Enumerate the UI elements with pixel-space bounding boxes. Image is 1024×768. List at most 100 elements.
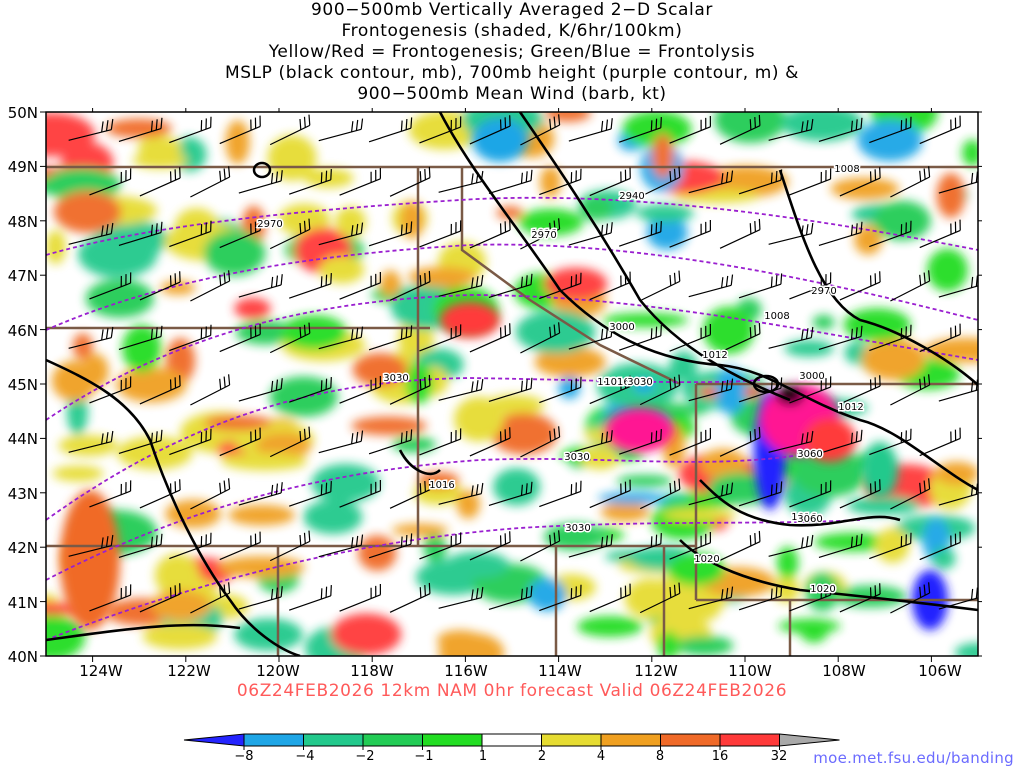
colorbar-arrow-high [779,733,840,747]
shading-patch [256,432,312,460]
wind-barb [68,534,114,557]
wind-barb [68,326,114,349]
wind-barb [619,429,662,455]
shading-patch [358,535,397,571]
wind-barb [688,274,734,298]
wind-barb [89,584,132,612]
wind-barb [839,167,881,197]
isobar [679,539,978,612]
wind-barb [738,585,783,611]
shading-patch [932,547,956,570]
shading-patch [581,445,620,470]
wind-barb [669,219,711,248]
wind-barb [238,482,283,506]
wind-barb [688,170,734,194]
title-line: Yellow/Red = Frontogenesis; Green/Blue =… [268,42,756,62]
height-label: 3030 [627,377,652,388]
wind-barb [639,478,681,510]
wind-barb [839,479,881,509]
wind-barb [719,114,761,145]
shading-patch [601,312,689,328]
shading-patch [222,452,308,471]
wind-barb [768,118,814,141]
wind-barb [469,115,511,145]
wind-barb [619,221,662,247]
wind-barb [269,426,311,458]
colorbar-label: −1 [414,749,433,764]
shading-patch [46,112,95,157]
colorbar-segment [660,733,721,747]
shading-patch [150,589,211,622]
lon-tick-label: 106W [918,662,962,680]
wind-barb [419,428,462,456]
shading-patch [715,367,746,415]
wind-barb [539,584,582,612]
wind-barb [789,272,832,300]
shading-patch [456,489,480,519]
wind-barb [890,478,931,510]
wind-barb [869,324,912,352]
shading-patch [515,310,596,354]
shading-patch [518,208,584,237]
wind-barb [289,377,332,403]
wind-barb [238,170,283,194]
wind-barb [219,323,261,353]
wind-barb [669,115,711,144]
wind-barb [619,325,662,351]
wind-barb [738,273,783,299]
lon-tick-label: 124W [79,662,123,680]
wind-barb [289,273,332,299]
shading-patch [225,120,250,165]
wind-barb [719,218,761,249]
wind-barb [238,378,283,402]
height-contour [46,196,978,256]
wind-barb [438,378,484,401]
colorbar-label: −8 [234,749,253,764]
height-label: 3030 [383,373,408,384]
shading-patch [926,248,968,292]
wind-barb [669,531,711,560]
wind-barb [619,117,662,143]
wind-barb [890,166,931,198]
wind-barb [438,482,484,505]
colorbar-label: 16 [712,749,729,764]
wind-barb [539,480,582,508]
shading-patch [122,324,162,373]
wind-barb [738,481,783,507]
wind-barb [469,219,511,249]
colorbar-segment [243,733,304,747]
wind-barb [789,376,832,404]
wind-barb [488,585,533,611]
wind-barb [438,170,484,193]
wind-barb [190,166,231,198]
title-line: MSLP (black contour, mb), 700mb height (… [224,63,800,83]
wind-barb [139,583,181,613]
wind-barb [639,270,681,302]
wind-barb [68,222,114,245]
wind-barb [438,274,484,297]
wind-barb [419,324,462,352]
wind-barb [118,221,163,247]
colorbar-segments [183,733,840,750]
colorbar: −8 −4 −2 −1 1 2 4 8 16 32 [183,733,840,764]
wind-barb [318,118,364,142]
lon-tick-label: 118W [350,662,394,680]
shading-patch [165,499,222,529]
isobar-closed [752,374,780,394]
shading-patch [872,200,931,241]
shading-patch [105,118,172,139]
wind-barb [520,322,561,354]
mslp-label: 1012 [702,350,727,361]
wind-barb [938,483,978,506]
colorbar-label: 8 [656,749,664,764]
shading-patch [792,449,868,497]
credit-url[interactable]: moe.met.fsu.edu/banding [813,749,1014,767]
wind-barb [688,586,734,610]
valid-time-line: 06Z24FEB2026 12km NAM 0hr forecast Valid… [236,681,788,701]
wind-barb [169,532,212,560]
mslp-label: 1016 [531,228,556,239]
wind-barb [139,271,181,301]
frontogenesis-shading [46,112,978,656]
shading-patch [781,112,863,142]
colorbar-label: −2 [355,749,374,764]
